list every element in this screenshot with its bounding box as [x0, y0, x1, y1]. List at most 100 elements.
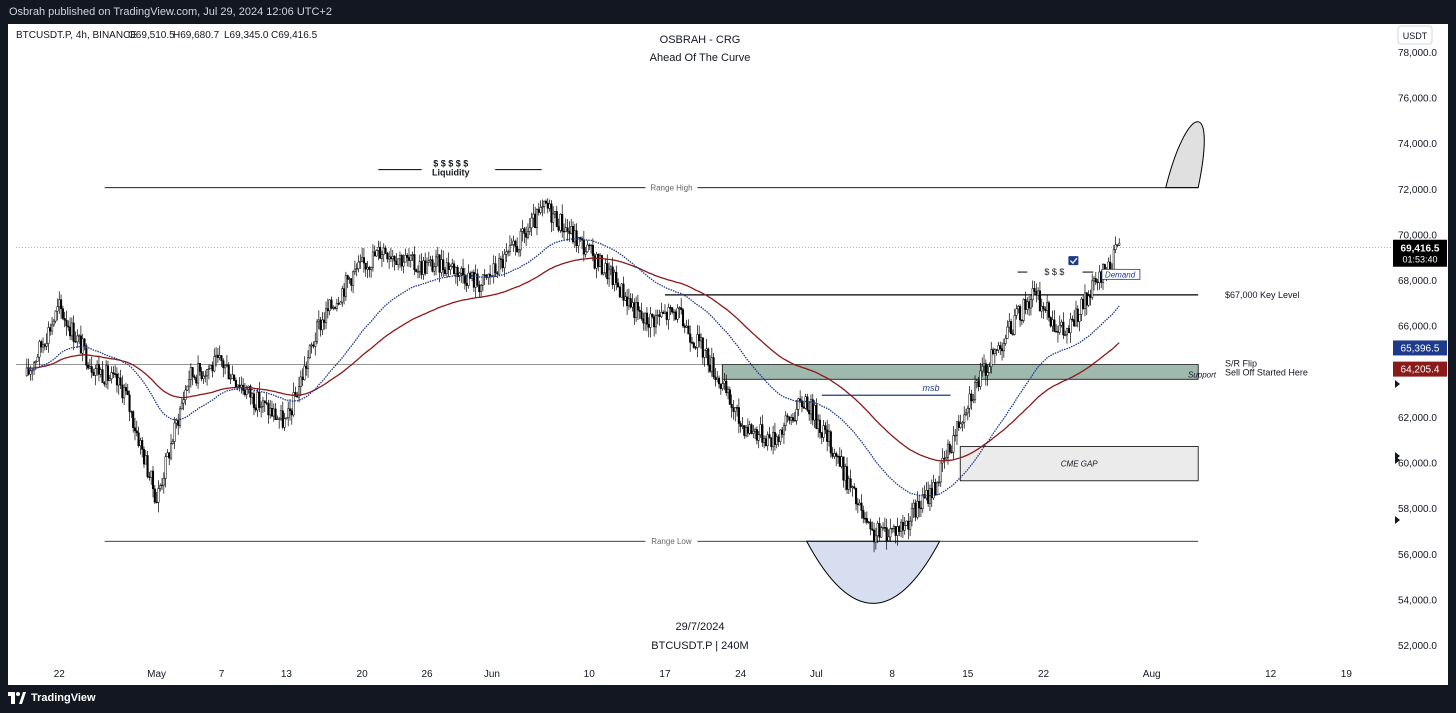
candle: [81, 333, 84, 362]
candle-body-down: [743, 425, 746, 436]
price-chart[interactable]: BTCUSDT.P, 4h, BINANCEO69,510.5H69,680.7…: [8, 24, 1448, 685]
candle: [874, 527, 877, 550]
candle-body-up: [553, 211, 557, 215]
candle: [315, 319, 319, 345]
candle-body-down: [642, 318, 645, 324]
candle-body-down: [103, 382, 106, 385]
last-price-label: 69,416.5: [1401, 244, 1440, 255]
candle-body-up: [481, 274, 484, 286]
candle: [818, 414, 822, 439]
candle: [303, 356, 306, 381]
candle-body-down: [216, 354, 219, 358]
candle-body-down: [1073, 319, 1076, 327]
candle-body-up: [590, 244, 593, 247]
candle-body-down: [1071, 318, 1074, 321]
candle: [822, 420, 825, 442]
candle: [481, 274, 484, 292]
candle-body-down: [420, 261, 423, 275]
candle: [41, 337, 45, 354]
candle-body-up: [213, 356, 216, 372]
candle: [552, 206, 555, 232]
candle-body-down: [957, 421, 960, 428]
candle-body-up: [123, 387, 126, 399]
candle-body-up: [512, 240, 515, 245]
candle: [770, 437, 773, 451]
candle-body-down: [836, 456, 840, 458]
candle: [925, 481, 928, 501]
candle: [955, 421, 959, 445]
candle-body-down: [557, 226, 560, 231]
candle-body-up: [261, 400, 265, 407]
candle: [741, 416, 744, 430]
candle: [182, 391, 185, 411]
candle: [319, 316, 322, 337]
candle: [772, 425, 775, 455]
candle: [79, 325, 82, 354]
candle: [541, 199, 544, 217]
candle-body-down: [373, 251, 376, 257]
candle: [535, 208, 539, 236]
candle: [1091, 273, 1094, 300]
candle-body-up: [1022, 299, 1025, 321]
candle: [1096, 278, 1099, 291]
candle-body-up: [449, 266, 452, 270]
candle-body-down: [1020, 319, 1023, 322]
candle-body-up: [721, 383, 724, 389]
candle-body-up: [402, 261, 405, 267]
candle: [38, 339, 41, 366]
publisher-line: Osbrah published on TradingView.com, Jul…: [9, 6, 332, 18]
candle: [833, 448, 836, 460]
chart-area[interactable]: BTCUSDT.P, 4h, BINANCE O69,510.5 H69,680.7…: [8, 24, 1448, 685]
candle: [283, 412, 286, 431]
candle: [339, 300, 342, 305]
candle: [667, 303, 670, 330]
candle-body-down: [319, 319, 322, 331]
candle-body-up: [344, 275, 347, 297]
candle-body-down: [326, 308, 329, 312]
candle-body-up: [278, 418, 281, 420]
candle: [1022, 298, 1025, 323]
candle-body-up: [757, 434, 760, 441]
candle-body-down: [591, 244, 594, 256]
currency-button[interactable]: USDT: [1397, 25, 1433, 45]
ema-blue-line: [26, 238, 1120, 497]
candle: [1015, 304, 1018, 320]
candle: [973, 375, 977, 404]
y-tick-label: 70,000.0: [1398, 230, 1437, 241]
candle: [699, 333, 703, 349]
candle: [173, 417, 176, 450]
candle: [258, 382, 261, 413]
candle-body-up: [727, 389, 730, 394]
target-dome: [1165, 121, 1205, 189]
candle-body-down: [831, 452, 834, 457]
candle-body-up: [649, 313, 652, 328]
candle-body-up: [335, 303, 338, 309]
candle: [512, 235, 515, 252]
candle: [716, 371, 719, 383]
candle: [406, 252, 409, 267]
candle: [452, 260, 456, 276]
candle: [1049, 316, 1052, 328]
candle: [530, 212, 533, 237]
candle: [636, 294, 639, 320]
candle: [815, 398, 818, 430]
candle-body-up: [954, 434, 957, 437]
candle-body-down: [681, 309, 685, 327]
tradingview-logo[interactable]: TradingView: [8, 692, 96, 704]
candle: [1013, 308, 1016, 336]
candle-body-up: [166, 452, 169, 457]
candle-body-down: [305, 365, 308, 369]
candle: [743, 425, 746, 439]
candle-body-up: [654, 315, 657, 328]
candle-body-up: [548, 203, 551, 209]
candle: [618, 285, 621, 298]
candle-body-down: [1096, 281, 1099, 284]
candle: [757, 431, 760, 449]
candle: [669, 304, 672, 316]
candle: [854, 487, 858, 511]
candle-body-down: [119, 377, 122, 386]
candle: [460, 266, 463, 283]
candle: [532, 203, 535, 228]
x-tick-label: 22: [1038, 669, 1050, 680]
candle: [355, 263, 358, 277]
